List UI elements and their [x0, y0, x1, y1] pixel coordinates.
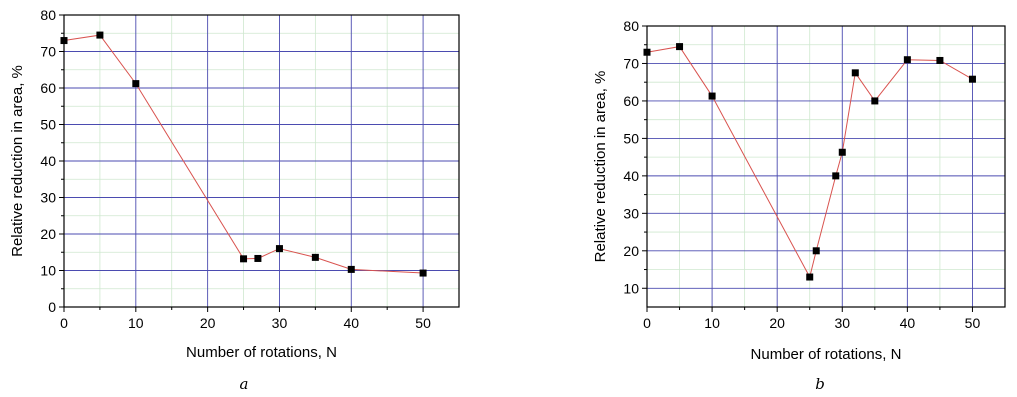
y-tick-label: 70 [623, 55, 639, 71]
y-tick-label: 0 [48, 299, 56, 315]
data-point [132, 80, 140, 88]
data-point [936, 56, 944, 64]
y-tick-label: 40 [623, 168, 639, 184]
y-tick-label: 80 [40, 7, 56, 23]
x-tick-label: 0 [643, 315, 651, 331]
data-point [419, 269, 427, 277]
series-b [643, 43, 976, 281]
data-point [871, 97, 879, 105]
series-line [646, 46, 973, 279]
x-tick-label: 10 [128, 315, 144, 331]
data-point [806, 273, 814, 281]
data-point [708, 92, 716, 100]
x-tick-label: 10 [704, 315, 720, 331]
axis-ticks-a: 0 10 20 30 40 50 0 10 20 30 40 50 60 70 80 [40, 7, 431, 331]
x-tick-label: 20 [769, 315, 785, 331]
x-tick-label: 30 [272, 315, 288, 331]
x-tick-label: 20 [200, 315, 216, 331]
data-point [643, 48, 651, 56]
y-axis-label-a: Relative reduction in area, % [9, 65, 26, 257]
y-tick-label: 30 [623, 205, 639, 221]
data-point [851, 69, 859, 77]
y-tick-label: 80 [623, 18, 639, 34]
x-tick-label: 0 [60, 315, 68, 331]
x-tick-label: 30 [834, 315, 850, 331]
plot-frame-b [646, 25, 1006, 308]
x-tick-label: 50 [415, 315, 431, 331]
axis-ticks-b: 0 10 20 30 40 50 10 20 30 40 50 60 70 80 [623, 18, 980, 331]
x-axis-label-b: Number of rotations, N [751, 346, 902, 363]
y-tick-label: 20 [623, 243, 639, 259]
y-tick-label: 60 [40, 80, 56, 96]
y-tick-label: 40 [40, 153, 56, 169]
data-point [832, 172, 840, 180]
x-axis-label-a: Number of rotations, N [186, 344, 337, 361]
grid-a [64, 15, 459, 307]
data-point [968, 75, 976, 83]
y-tick-label: 70 [40, 44, 56, 60]
y-axis-label-b: Relative reduction in area, % [592, 71, 609, 263]
data-point [838, 148, 846, 156]
data-point [347, 265, 355, 273]
data-point [60, 37, 68, 45]
x-tick-label: 40 [900, 315, 916, 331]
y-tick-label: 50 [623, 130, 639, 146]
panel-label-b: b [815, 375, 825, 393]
data-point [311, 253, 319, 261]
data-point [240, 255, 248, 263]
x-tick-label: 40 [343, 315, 359, 331]
series-a [60, 31, 427, 277]
data-point [812, 247, 820, 255]
data-point [275, 245, 283, 253]
data-point [903, 56, 911, 64]
grid-b [647, 26, 1005, 307]
y-tick-label: 10 [40, 263, 56, 279]
data-point [254, 254, 262, 262]
x-tick-label: 50 [965, 315, 981, 331]
y-tick-label: 20 [40, 226, 56, 242]
y-tick-label: 50 [40, 117, 56, 133]
chart-panel-a: 0 10 20 30 40 50 0 10 20 30 40 50 60 70 80 Number of r… [9, 7, 460, 393]
data-point [96, 31, 104, 39]
y-tick-label: 60 [623, 93, 639, 109]
y-tick-label: 30 [40, 190, 56, 206]
chart-panel-b: 0 10 20 30 40 50 10 20 30 40 50 60 70 80 Number of ro… [592, 18, 1006, 393]
data-point [676, 43, 684, 51]
y-tick-label: 10 [623, 280, 639, 296]
panel-label-a: a [240, 375, 249, 393]
